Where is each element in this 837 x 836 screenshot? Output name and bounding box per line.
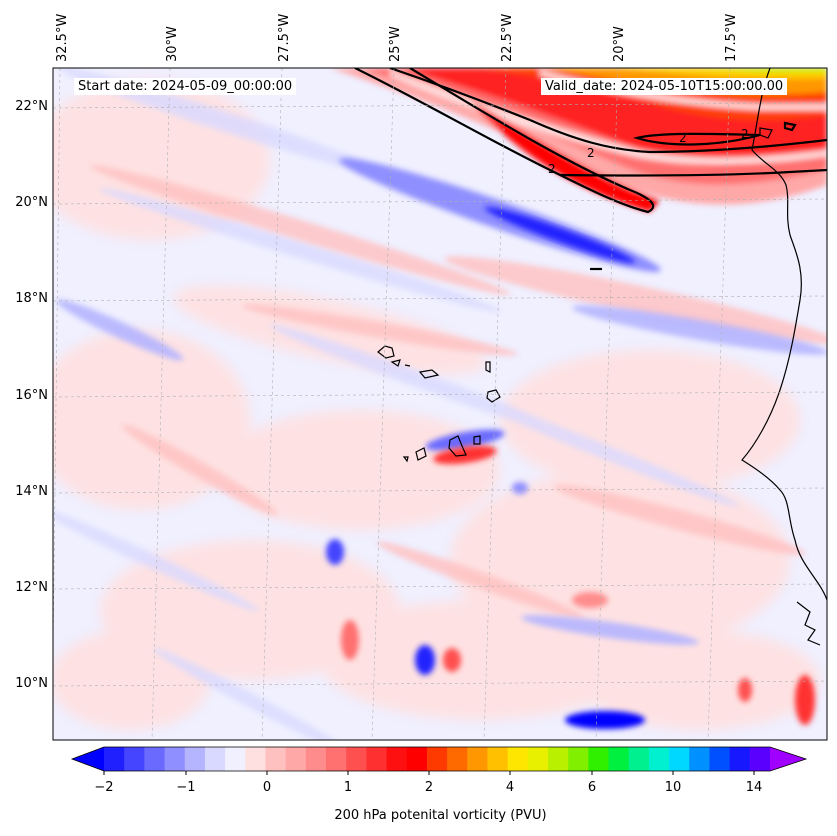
colorbar-swatch [527, 747, 549, 771]
lon-label: 30°W [165, 26, 180, 62]
colorbar-swatch [507, 747, 529, 771]
lon-label: 20°W [612, 26, 627, 62]
contour-label: 2 [741, 127, 749, 141]
colorbar-swatch [588, 747, 610, 771]
colorbar-tick-label: 6 [587, 780, 597, 795]
colorbar-tick-label: −1 [176, 780, 196, 795]
lon-label: 17.5°W [724, 13, 739, 62]
coastline-west-africa [741, 68, 827, 646]
colorbar-swatch [447, 747, 468, 771]
colorbar-swatch [426, 747, 448, 771]
colorbar-swatch [104, 747, 125, 771]
colorbar-swatch [346, 747, 367, 771]
colorbar-swatch [305, 747, 327, 771]
lat-label: 12°N [15, 580, 48, 595]
colorbar-swatch [164, 747, 186, 771]
colorbar-swatch [366, 747, 388, 771]
colorbar-swatch [225, 747, 246, 771]
colorbar-swatch [689, 747, 710, 771]
colorbar-swatch [124, 747, 145, 771]
colorbar-tick-label: 0 [262, 780, 272, 795]
colorbar-swatch [265, 747, 287, 771]
colorbar-swatch [285, 747, 307, 771]
colorbar-swatch [326, 747, 347, 771]
lat-label: 20°N [15, 195, 48, 210]
colorbar-swatch [144, 747, 166, 771]
colorbar-swatch [386, 747, 408, 771]
colorbar-tick-label: 2 [424, 780, 434, 795]
contour-label: 2 [548, 162, 556, 176]
start-date-label: Start date: 2024-05-09_00:00:00 [74, 78, 297, 95]
contour-label: 2 [587, 146, 595, 160]
colorbar-swatch [184, 747, 206, 771]
colorbar-swatch [467, 747, 488, 771]
colorbar-swatch [548, 747, 569, 771]
colorbar-swatch [709, 747, 731, 771]
colorbar-tick-label: −2 [94, 780, 114, 795]
valid-date-label: Valid_date: 2024-05-10T15:00:00.00 [541, 78, 788, 95]
colorbar-swatch [568, 747, 589, 771]
colorbar-swatch [204, 747, 226, 771]
colorbar-tick-label: 10 [664, 780, 682, 795]
lon-label: 32.5°W [55, 13, 70, 62]
colorbar-swatch [608, 747, 630, 771]
lat-label: 22°N [15, 99, 48, 114]
colorbar-tick-label: 4 [505, 780, 515, 795]
lon-label: 22.5°W [500, 13, 515, 62]
colorbar-tick-label: 14 [745, 780, 763, 795]
colorbar-swatch [729, 747, 751, 771]
map-frame [52, 67, 828, 741]
colorbar-swatch [648, 747, 670, 771]
colorbar-swatch [245, 747, 266, 771]
colorbar-title: 200 hPa potenital vorticity (PVU) [334, 808, 547, 823]
contour-label: 2 [679, 131, 687, 145]
lat-label: 18°N [15, 291, 48, 306]
lat-label: 16°N [15, 388, 48, 403]
colorbar-swatch [749, 747, 771, 771]
colorbar-swatch [487, 747, 509, 771]
cape-verde-islands [377, 345, 501, 463]
lat-label: 10°N [15, 676, 48, 691]
colorbar-tick-label: 1 [343, 780, 353, 795]
lon-label: 27.5°W [277, 13, 292, 62]
lon-label: 25°W [388, 26, 403, 62]
colorbar-extend-max [770, 747, 806, 771]
colorbar-swatch [406, 747, 428, 771]
colorbar-swatch [669, 747, 690, 771]
colorbar-extend-min [72, 747, 104, 771]
colorbar-swatch [628, 747, 650, 771]
lat-label: 14°N [15, 484, 48, 499]
colorbar [70, 746, 808, 775]
